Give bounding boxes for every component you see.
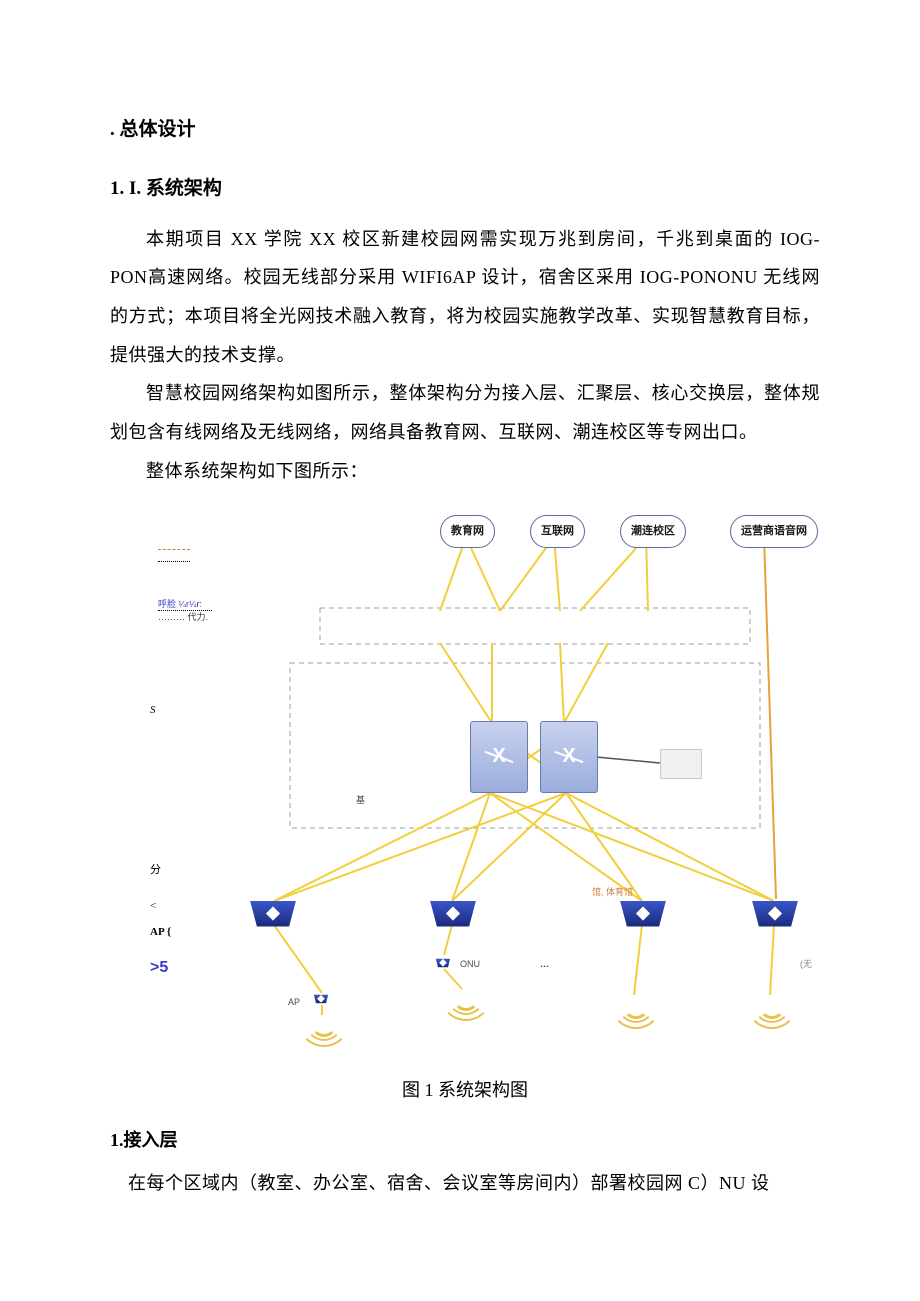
- olt-node: [620, 901, 666, 927]
- para-3: 整体系统架构如下图所示：: [110, 452, 820, 491]
- layer-s: S: [150, 699, 156, 723]
- cloud-isp: 运营商语音网: [730, 515, 818, 549]
- heading-arch: 1. I. 系统架构: [110, 169, 820, 210]
- olt-node: [250, 901, 296, 927]
- aux-box: [660, 749, 702, 779]
- core-switch-b: [540, 721, 598, 793]
- wifi-icon: [748, 997, 796, 1033]
- wifi-icon: [612, 997, 660, 1033]
- label-right: (无: [800, 955, 812, 974]
- olt-node: [430, 901, 476, 927]
- cloud-internet: 互联网: [530, 515, 585, 549]
- diagram-legend: 呼脸 ¼r¼r: ……… 代力.: [158, 543, 212, 624]
- label-hall: 馆, 体育馆: [592, 883, 633, 902]
- core-switch-a: [470, 721, 528, 793]
- label-ellipsis: …: [540, 955, 549, 974]
- legend-row1: 呼脸 ¼r¼r:: [158, 598, 212, 611]
- cloud-chaolian: 潮连校区: [620, 515, 686, 549]
- para-1: 本期项目 XX 学院 XX 校区新建校园网需实现万兆到房间，千兆到桌面的 IOG…: [110, 220, 820, 375]
- para-2: 智慧校园网络架构如图所示，整体架构分为接入层、汇聚层、核心交换层，整体规划包含有…: [110, 374, 820, 451]
- layer-ap: AP {: [150, 921, 171, 945]
- para-last: 在每个区域内（教室、办公室、宿舍、会议室等房间内）部署校园网 C）NU 设: [110, 1164, 820, 1203]
- heading-access-layer: 1.接入层: [110, 1121, 820, 1160]
- heading-overall: . 总体设计: [110, 110, 820, 151]
- cloud-edu: 教育网: [440, 515, 495, 549]
- layer-lt: <: [150, 895, 156, 919]
- legend-row2: ……… 代力.: [158, 610, 212, 624]
- olt-node: [752, 901, 798, 927]
- layer-fen: 分: [150, 859, 161, 883]
- wifi-icon: [300, 1015, 348, 1051]
- architecture-diagram: 教育网 互联网 潮连校区 运营商语音网 呼脸 ¼r¼r: ……… 代力. S 分…: [140, 503, 840, 1063]
- label-ji: 基: [356, 791, 365, 810]
- figure-caption: 图 1 系统架构图: [110, 1071, 820, 1110]
- label-ap: AP: [288, 993, 300, 1012]
- layer-gt5: >5: [150, 951, 168, 985]
- wifi-icon: [442, 989, 490, 1025]
- onu-node: [436, 958, 450, 967]
- label-onu: ONU: [460, 955, 480, 974]
